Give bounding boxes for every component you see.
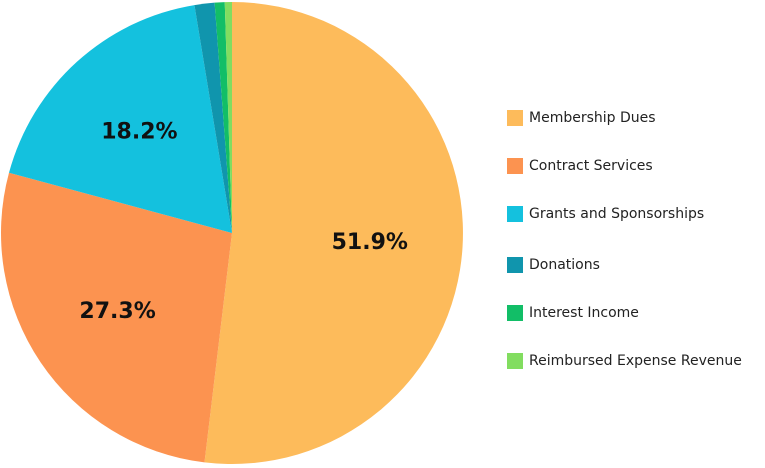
pie-slice-grants-and-sponsorships [9, 5, 232, 233]
pie-slice-donations [194, 2, 232, 233]
pie-slice-interest-income [214, 2, 232, 233]
legend-label: Reimbursed Expense Revenue [529, 353, 742, 369]
pie-slices [1, 1, 463, 465]
legend-item-grants-and-sponsorships: Grants and Sponsorships [507, 204, 742, 224]
legend-swatch [507, 353, 523, 369]
legend-swatch [507, 257, 523, 273]
pie-slice-contract-services [1, 172, 233, 463]
legend-swatch [507, 110, 523, 126]
legend-item-interest-income: Interest Income [507, 303, 742, 323]
pie-slice-membership-dues [204, 2, 463, 465]
legend-item-donations: Donations [507, 255, 742, 275]
legend-label: Grants and Sponsorships [529, 206, 705, 222]
chart-legend: Membership Dues Contract Services Grants… [507, 108, 742, 399]
legend-label: Contract Services [529, 158, 653, 174]
legend-label: Donations [529, 257, 600, 273]
slice-value-label: 27.3% [79, 299, 155, 324]
legend-item-contract-services: Contract Services [507, 156, 742, 176]
legend-swatch [507, 305, 523, 321]
slice-value-label: 18.2% [101, 120, 177, 145]
legend-item-membership-dues: Membership Dues [507, 108, 742, 128]
legend-label: Interest Income [529, 305, 639, 321]
legend-swatch [507, 158, 523, 174]
legend-item-reimbursed-expense-revenue: Reimbursed Expense Revenue [507, 351, 742, 371]
legend-label: Membership Dues [529, 110, 656, 126]
legend-swatch [507, 206, 523, 222]
pie-value-labels: 51.9% 27.3% 18.2% [79, 120, 408, 325]
pie-slice-reimbursed-expense-revenue [224, 1, 232, 233]
slice-value-label: 51.9% [332, 230, 408, 255]
